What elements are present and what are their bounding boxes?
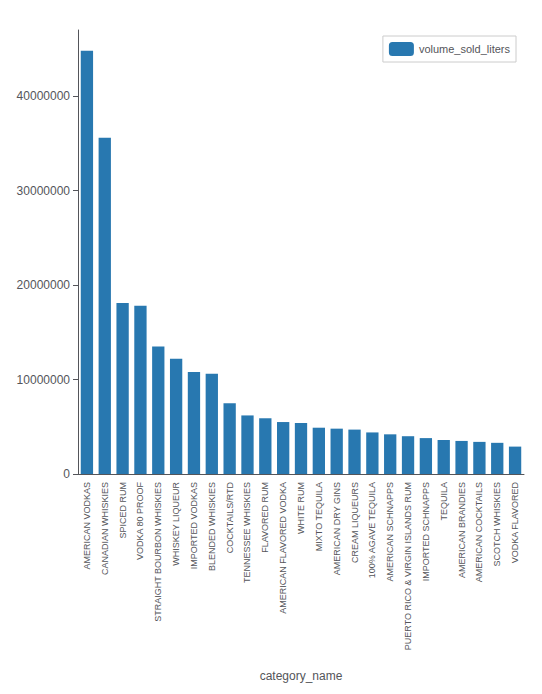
svg-text:AMERICAN DRY GINS: AMERICAN DRY GINS <box>332 482 342 575</box>
svg-text:WHISKEY LIQUEUR: WHISKEY LIQUEUR <box>171 482 181 566</box>
svg-text:AMERICAN BRANDIES: AMERICAN BRANDIES <box>457 482 467 578</box>
svg-text:CANADIAN WHISKIES: CANADIAN WHISKIES <box>100 482 110 575</box>
svg-text:SCOTCH WHISKIES: SCOTCH WHISKIES <box>492 482 502 567</box>
svg-text:SPICED RUM: SPICED RUM <box>118 482 128 539</box>
svg-text:0: 0 <box>63 467 70 481</box>
svg-text:10000000: 10000000 <box>17 373 71 387</box>
svg-text:WHITE RUM: WHITE RUM <box>296 482 306 534</box>
svg-text:100% AGAVE TEQUILA: 100% AGAVE TEQUILA <box>367 482 377 578</box>
svg-text:40000000: 40000000 <box>17 89 71 103</box>
svg-text:IMPORTED VODKAS: IMPORTED VODKAS <box>189 482 199 569</box>
svg-text:AMERICAN COCKTAILS: AMERICAN COCKTAILS <box>474 482 484 582</box>
svg-text:30000000: 30000000 <box>17 184 71 198</box>
svg-text:VODKA FLAVORED: VODKA FLAVORED <box>510 482 520 564</box>
svg-text:category_name: category_name <box>260 669 343 683</box>
svg-text:AMERICAN SCHNAPPS: AMERICAN SCHNAPPS <box>385 482 395 582</box>
svg-text:CREAM LIQUEURS: CREAM LIQUEURS <box>350 482 360 563</box>
svg-text:TENNESSEE WHISKIES: TENNESSEE WHISKIES <box>242 482 252 583</box>
svg-text:MIXTO TEQUILA: MIXTO TEQUILA <box>314 482 324 551</box>
svg-text:20000000: 20000000 <box>17 278 71 292</box>
svg-text:AMERICAN FLAVORED VODKA: AMERICAN FLAVORED VODKA <box>278 482 288 614</box>
svg-text:AMERICAN VODKAS: AMERICAN VODKAS <box>82 482 92 570</box>
svg-text:IMPORTED SCHNAPPS: IMPORTED SCHNAPPS <box>421 482 431 581</box>
svg-text:PUERTO RICO & VIRGIN ISLANDS R: PUERTO RICO & VIRGIN ISLANDS RUM <box>403 482 413 650</box>
svg-text:FLAVORED RUM: FLAVORED RUM <box>260 482 270 553</box>
svg-text:TEQUILA: TEQUILA <box>439 482 449 521</box>
svg-text:BLENDED WHISKIES: BLENDED WHISKIES <box>207 482 217 571</box>
svg-text:VODKA 80 PROOF: VODKA 80 PROOF <box>135 482 145 561</box>
svg-text:STRAIGHT BOURBON WHISKIES: STRAIGHT BOURBON WHISKIES <box>153 482 163 622</box>
svg-text:volume_sold_liters: volume_sold_liters <box>419 43 511 55</box>
svg-text:COCKTAILS/RTD: COCKTAILS/RTD <box>225 482 235 554</box>
